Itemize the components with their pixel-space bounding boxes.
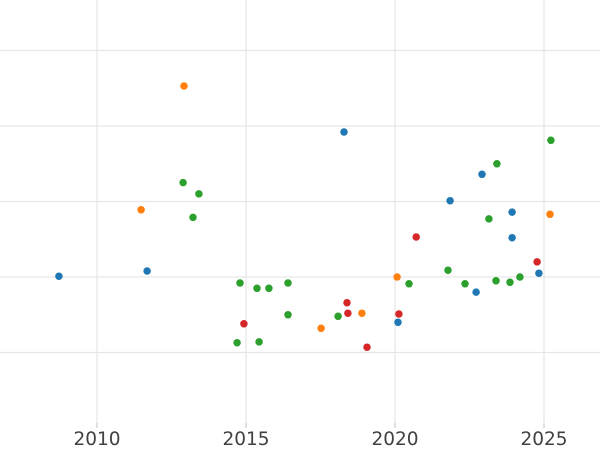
data-point-series-green	[265, 284, 273, 293]
data-point-series-red	[344, 309, 352, 317]
data-point-series-blue	[394, 318, 402, 327]
data-point-series-red	[343, 298, 351, 307]
data-point-series-green	[334, 312, 342, 321]
data-point-series-blue	[535, 269, 543, 277]
data-point-series-green	[284, 311, 292, 319]
data-point-series-green	[179, 178, 187, 187]
data-point-series-orange	[137, 206, 145, 214]
data-point-series-blue	[508, 233, 516, 242]
data-point-series-red	[363, 343, 371, 351]
data-point-series-red	[240, 320, 248, 328]
data-point-series-green	[493, 160, 501, 168]
data-point-series-red	[533, 258, 541, 266]
x-tick-label: 2015	[222, 429, 269, 450]
data-point-series-green	[253, 284, 261, 293]
data-point-series-orange	[358, 309, 366, 317]
data-point-series-orange	[180, 82, 188, 90]
data-point-series-green	[516, 273, 524, 281]
data-point-series-green	[189, 213, 197, 222]
data-point-series-blue	[55, 272, 63, 280]
data-point-series-blue	[143, 267, 151, 275]
data-point-series-orange	[546, 210, 554, 219]
data-point-series-blue	[478, 170, 486, 179]
data-point-series-green	[284, 279, 292, 287]
data-point-series-blue	[340, 128, 348, 136]
data-point-series-green	[547, 136, 555, 145]
data-point-series-orange	[393, 273, 401, 281]
data-point-series-red	[395, 310, 403, 318]
data-point-series-blue	[508, 208, 516, 216]
data-point-series-green	[255, 338, 263, 346]
x-tick-label: 2025	[520, 429, 567, 450]
data-point-series-green	[492, 277, 500, 285]
data-point-series-blue	[472, 288, 480, 296]
data-point-series-green	[461, 280, 469, 288]
x-tick-label: 2010	[73, 429, 120, 450]
data-point-series-green	[405, 280, 413, 288]
data-point-series-green	[506, 278, 514, 287]
data-point-series-orange	[317, 324, 325, 333]
data-point-series-blue	[446, 196, 454, 205]
data-point-series-green	[236, 279, 244, 287]
x-tick-label: 2020	[371, 429, 418, 450]
data-point-series-green	[485, 215, 493, 223]
data-point-series-red	[412, 233, 420, 241]
data-point-series-green	[444, 266, 452, 274]
data-point-series-green	[233, 338, 241, 347]
data-point-series-green	[195, 190, 203, 198]
